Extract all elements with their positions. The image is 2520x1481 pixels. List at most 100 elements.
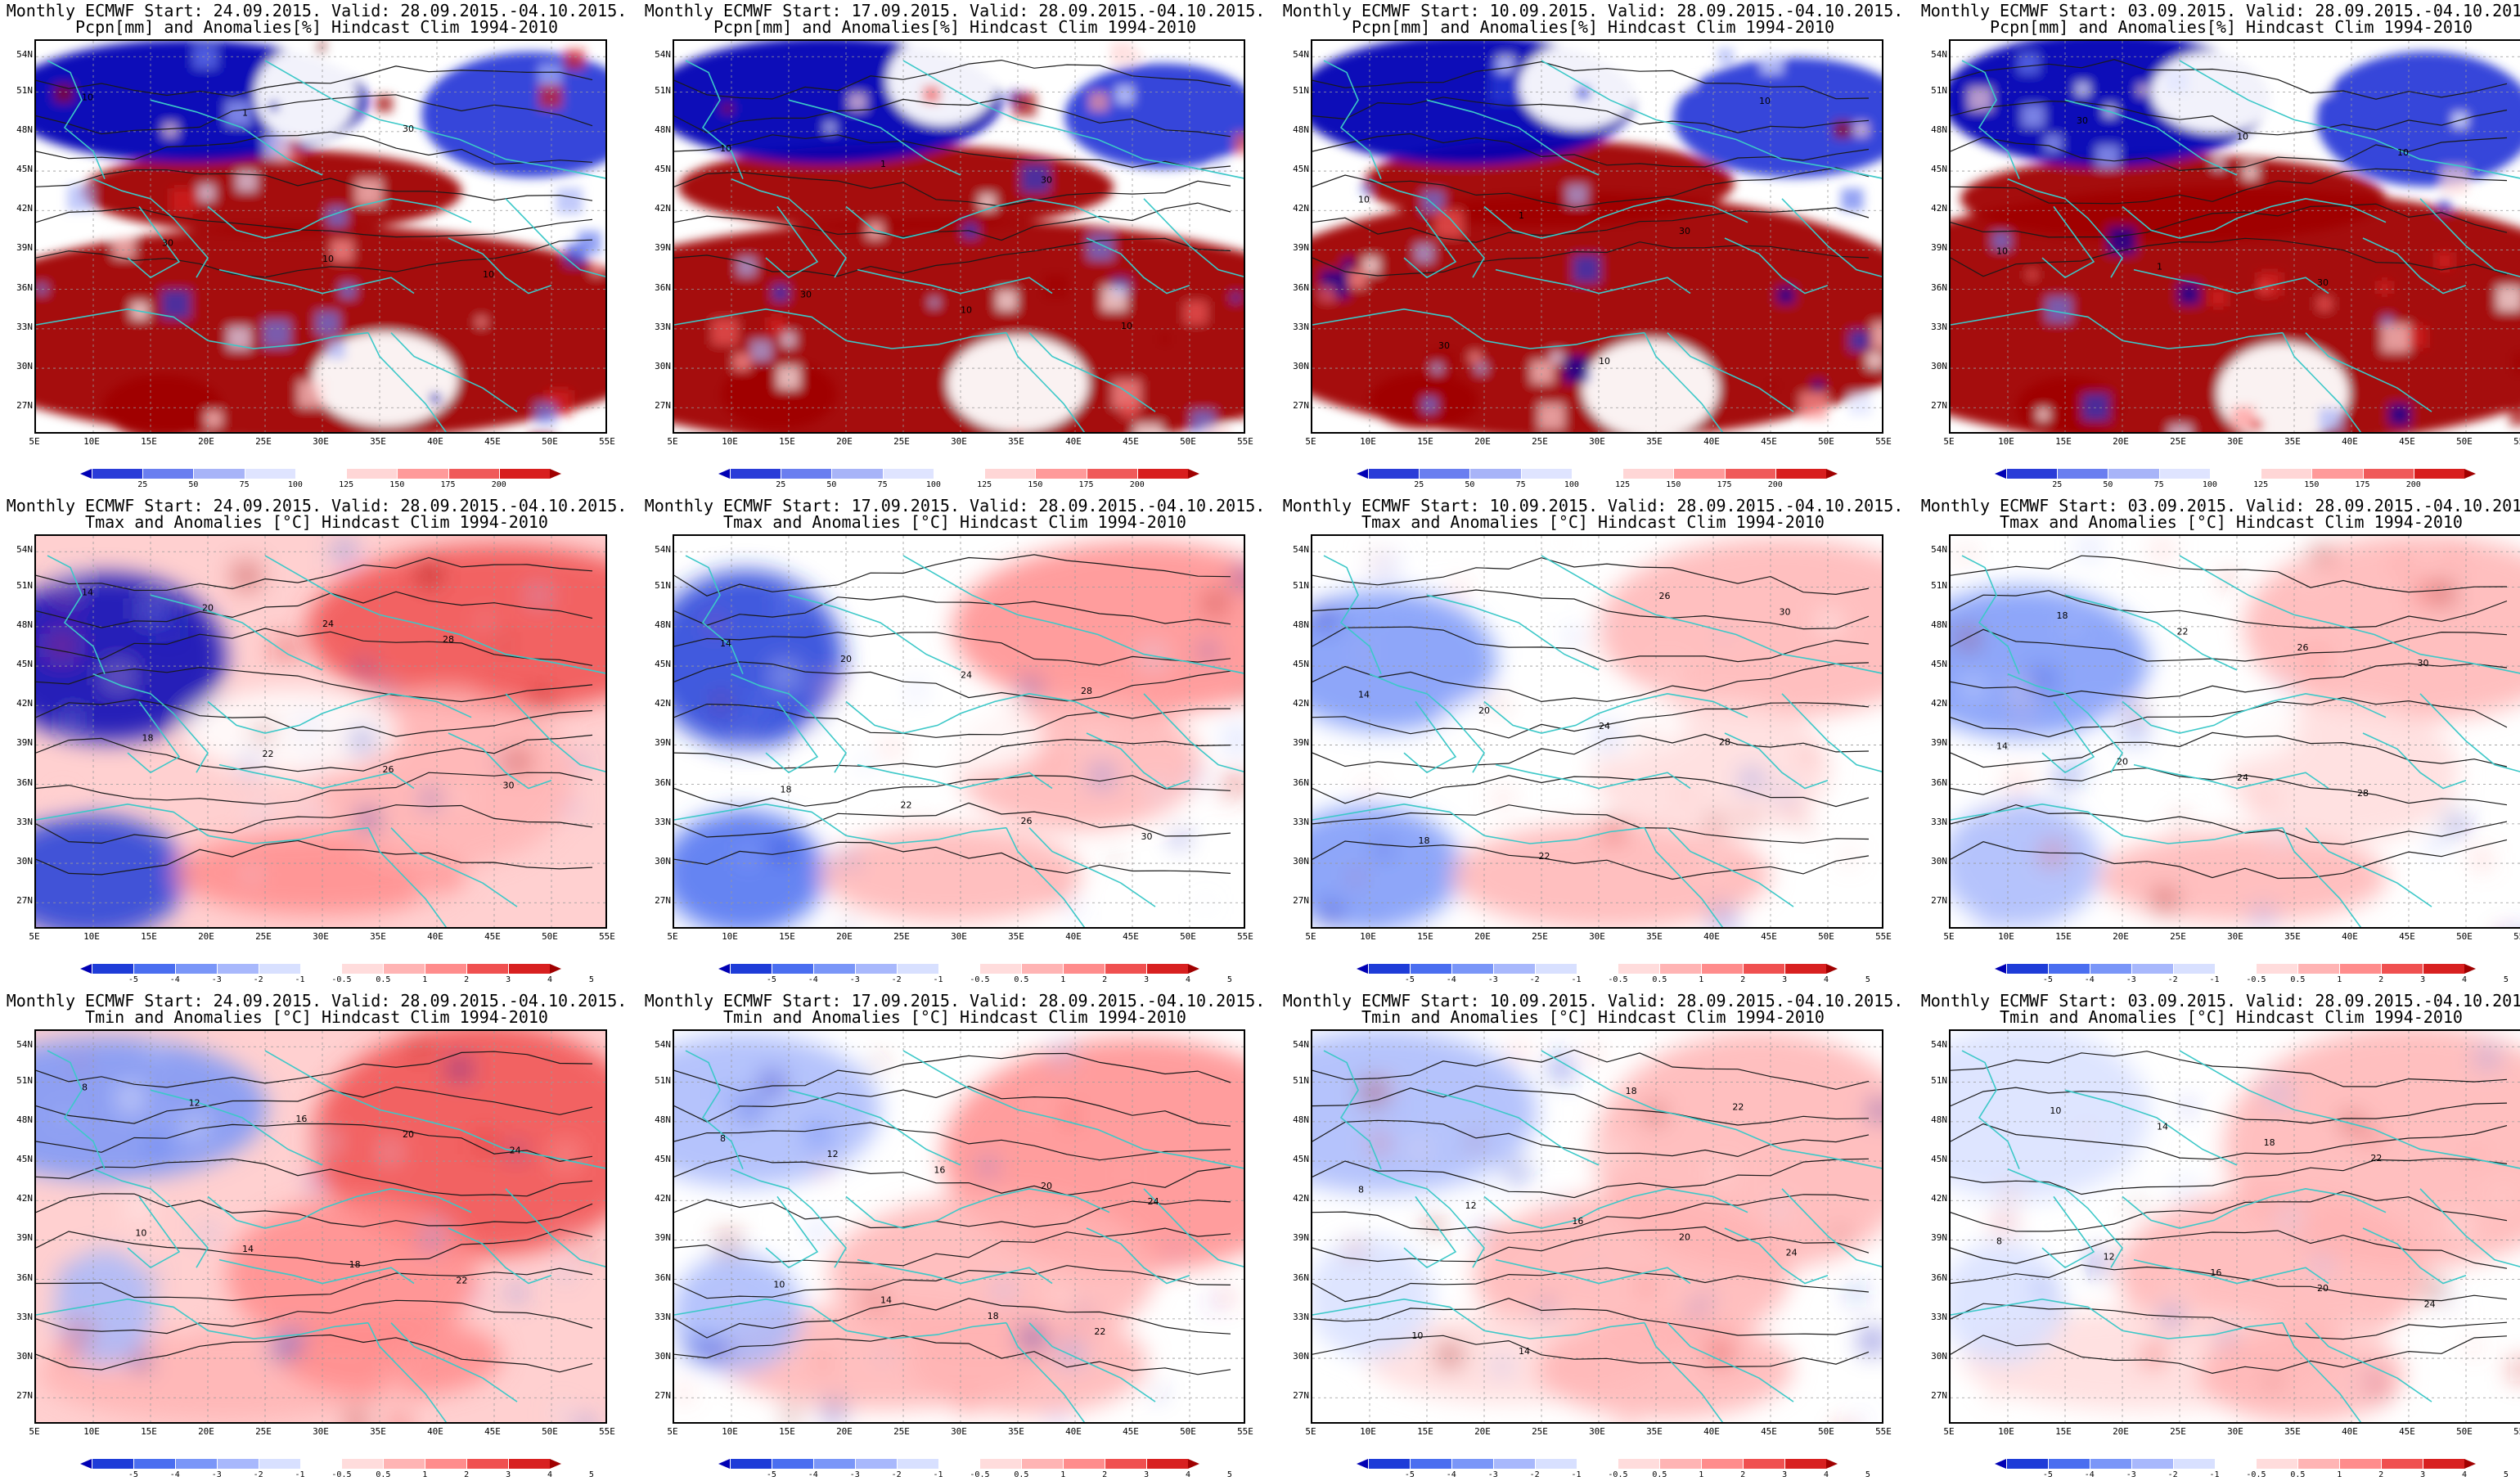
colorbar-tick-label: -0.5 <box>1608 975 1628 984</box>
latitude-label: 36N <box>1293 281 1309 293</box>
contour-line <box>674 775 1231 807</box>
map-canvas: 14 18 20 22 24 26 28 30 <box>1951 536 2520 927</box>
longitude-label: 25E <box>1532 1426 1548 1437</box>
map-panel-tmin-4: Monthly ECMWF Start: 03.09.2015. Valid: … <box>1916 990 2520 1481</box>
anomaly-cell <box>2317 297 2332 311</box>
contour-label: 26 <box>383 764 394 775</box>
latitude-label: 39N <box>1931 242 1947 254</box>
colorbar-bin <box>2047 964 2090 974</box>
anomaly-cell <box>1720 630 1729 640</box>
latitude-label: 30N <box>1293 856 1309 867</box>
colorbar-tick-label: 1 <box>2337 1470 2342 1479</box>
latitude-label: 48N <box>655 124 671 135</box>
colorbar-tick-label: -0.5 <box>970 1470 990 1479</box>
anomaly-cell <box>2222 573 2236 587</box>
contour-line <box>36 206 593 238</box>
anomaly-field <box>36 539 605 927</box>
anomaly-cell <box>400 924 422 927</box>
contour-label: 18 <box>2057 610 2068 621</box>
coastline <box>2007 673 2123 773</box>
anomaly-cell <box>722 1299 732 1309</box>
latitude-label: 33N <box>1931 1311 1947 1322</box>
colorbar-bin <box>1576 1459 1618 1469</box>
contour-label: 14 <box>1996 740 2008 751</box>
anomaly-cell <box>272 635 299 663</box>
colorbar-tick-label: -1 <box>1571 975 1582 984</box>
colorbar-tick-label: 4 <box>547 975 553 984</box>
anomaly-cell <box>2046 297 2072 322</box>
longitude-label: 10E <box>83 931 100 942</box>
anomaly-cell <box>1988 1389 2001 1401</box>
anomaly-cell <box>821 1400 847 1422</box>
panel-title-variable: Pcpn[mm] and Anomalies[%] Hindcast Clim … <box>1351 17 1834 37</box>
longitude-label: 10E <box>1998 436 2014 447</box>
colorbar-bin <box>383 964 425 974</box>
anomaly-cell <box>1978 906 2005 927</box>
anomaly-cell <box>1228 574 1237 583</box>
anomaly-cell <box>201 1226 217 1241</box>
contour-labels: 14 18 20 22 24 26 28 30 <box>1358 591 1791 862</box>
coastline <box>2064 99 2238 176</box>
latitude-label: 30N <box>1931 361 1947 372</box>
anomaly-cell <box>2138 84 2149 96</box>
latitude-label: 39N <box>16 1232 33 1244</box>
contour-label: 22 <box>1539 851 1550 862</box>
anomaly-cell <box>2497 1191 2509 1204</box>
colorbar-tick-label: 4 <box>2461 975 2468 984</box>
latitude-label: 27N <box>1931 400 1947 412</box>
contour-line <box>674 661 1231 702</box>
anomaly-cell <box>263 320 290 347</box>
longitude-label: 25E <box>1532 931 1548 942</box>
contour-label: 22 <box>1094 1326 1105 1337</box>
anomaly-cell <box>1550 351 1564 364</box>
longitude-label: 55E <box>599 1426 615 1437</box>
contour-line <box>674 1265 1231 1299</box>
colorbar-tick-label: 0.5 <box>376 1470 391 1479</box>
panel-title-start: Monthly ECMWF Start: 03.09.2015. Valid: … <box>1920 496 2520 515</box>
anomaly-cell <box>533 690 554 710</box>
anomaly-cell <box>1589 1263 1598 1272</box>
colorbar-bin <box>1451 964 1493 974</box>
panel-title-variable: Tmax and Anomalies [°C] Hindcast Clim 19… <box>85 512 548 532</box>
map-panel-tmin-1: Monthly ECMWF Start: 24.09.2015. Valid: … <box>2 990 632 1481</box>
coastline <box>788 1089 961 1166</box>
contour-line <box>36 1334 593 1373</box>
colorbar-bin <box>1021 964 1064 974</box>
colorbar-tick-label: -3 <box>1487 1470 1498 1479</box>
latitude-label: 45N <box>655 164 671 175</box>
coastline <box>1028 827 1156 907</box>
colorbar-tick-label: 5 <box>1226 975 1232 984</box>
contour-label: 20 <box>2317 1283 2329 1294</box>
anomaly-cell <box>1812 380 1824 392</box>
anomaly-cell <box>1991 1211 2017 1237</box>
panel-title-variable: Tmax and Anomalies [°C] Hindcast Clim 19… <box>1361 512 1825 532</box>
colorbar-bin <box>2413 469 2464 479</box>
longitude-label: 30E <box>313 436 329 447</box>
latitude-label: 27N <box>655 400 671 412</box>
anomaly-cell <box>804 1120 831 1148</box>
colorbar-bin <box>299 964 342 974</box>
longitude-label: 25E <box>893 436 910 447</box>
contour-label: 10 <box>1759 96 1771 106</box>
anomaly-cell <box>806 1221 826 1241</box>
anomaly-cell <box>57 1109 70 1121</box>
anomaly-cell <box>374 679 397 702</box>
coastline <box>2133 763 2329 790</box>
anomaly-cell <box>479 615 490 626</box>
anomaly-cell <box>1485 1184 1497 1197</box>
contour-lines <box>674 554 1231 874</box>
contour-label: 10 <box>2237 132 2248 142</box>
contour-line <box>674 802 1231 838</box>
colorbar-bin <box>299 1459 342 1469</box>
anomaly-cell <box>1492 698 1505 711</box>
colorbar-bin <box>397 469 448 479</box>
latitude-label: 42N <box>1931 203 1947 214</box>
anomaly-cell <box>2509 1357 2520 1382</box>
longitude-label: 15E <box>779 931 795 942</box>
anomaly-field <box>1951 536 2520 927</box>
contour-line <box>674 738 1231 769</box>
anomaly-cell <box>1217 790 1227 799</box>
colorbar-tick-label: 75 <box>239 480 250 489</box>
colorbar-tick-label: -3 <box>211 975 222 984</box>
contour-label: 30 <box>1438 340 1450 351</box>
